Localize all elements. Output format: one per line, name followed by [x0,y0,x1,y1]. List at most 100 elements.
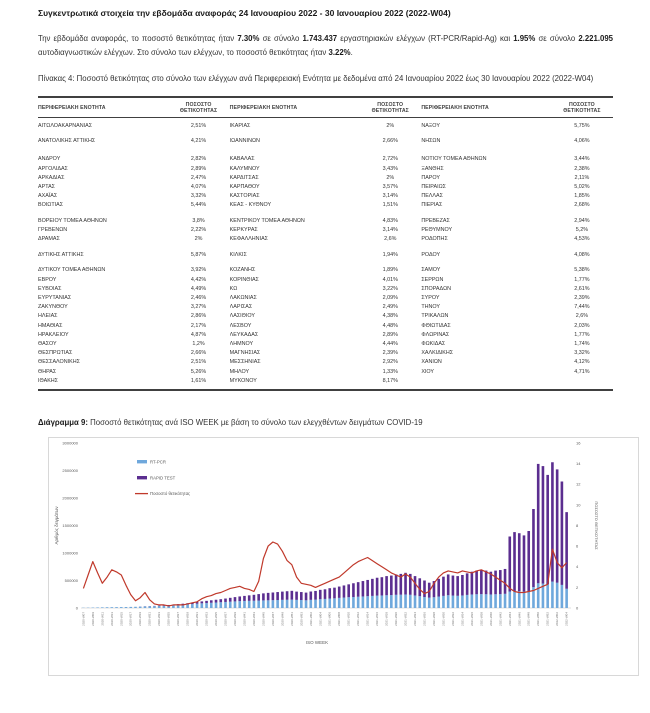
x-axis-tick-label: 2020-W41 [242,611,246,625]
positivity-cell: 1,94% [382,251,398,258]
region-cell: ΚΑΡΠΑΘΟΥ [229,183,260,190]
y-axis-left-tick: 2000000 [62,495,78,500]
positivity-cell: 2,22% [190,227,207,234]
y-axis-right-tick: 16 [576,440,581,445]
positivity-cell: 2,46% [190,295,207,302]
x-axis-tick-label: 2020-W17 [129,611,133,625]
legend [135,459,148,494]
positivity-cell: 2,09% [382,295,398,302]
x-axis-tick-label: 2021-W20 [394,611,398,625]
y-axis-left-tick: 500000 [65,578,79,583]
positivity-cell: 2,03% [574,322,590,329]
y-axis-left-tick: 3000000 [62,440,78,445]
x-axis-tick-label: 2020-W45 [261,611,265,625]
positivity-cell: 2,39% [574,295,590,302]
x-axis-tick-label: 2021-W46 [517,611,521,625]
x-axis-tick-label: 2021-W48 [527,611,531,625]
positivity-line [82,541,568,607]
chart-caption-text: Ποσοστό θετικότητας ανά ISO WEEK με βάση… [87,417,423,427]
summary-text: αυτοδιαγνωστικών ελέγχων. Στο σύνολο των… [38,48,329,57]
region-cell: ΑΧΑΪΑΣ [38,193,58,200]
positivity-cell: 4,71% [574,368,590,375]
x-axis-tick-label: 2021-W14 [366,611,370,625]
positivity-cell: 3,32% [190,193,207,200]
x-axis-tick-label: 2022-W02 [555,611,559,625]
region-cell: ΛΑΣΙΘΙΟΥ [229,313,255,320]
region-cell: ΠΑΡΟΥ [421,174,441,181]
regional-positivity-table: ΠΕΡΙΦΕΡΕΙΑΚΗ ΕΝΟΤΗΤΑ ΠΟΣΟΣΤΟ ΘΕΤΙΚΟΤΗΤΑΣ Π… [38,96,613,391]
positivity-cell: 3,22% [382,285,398,292]
x-axis-tick-label: 2020-W27 [176,611,180,625]
summary-text: σε σύνολο [535,34,579,43]
region-cell: ΡΕΘΥΜΝΟΥ [421,227,453,234]
positivity-cell: 5,26% [190,368,207,375]
region-cell: ΑΡΤΑΣ [38,183,56,190]
x-axis-tick-label: 2020-W15 [119,611,123,625]
summary-paragraph: Την εβδομάδα αναφοράς, το ποσοστό θετικό… [38,32,613,60]
region-cell: ΚΟΡΙΝΘΙΑΣ [229,276,259,283]
page-title: Συγκεντρωτικά στοιχεία την εβδομάδα αναφ… [38,8,451,18]
col-header-positivity: ΠΟΣΟΣΤΟ ΘΕΤΙΚΟΤΗΤΑΣ [550,97,613,118]
region-cell: ΜΗΛΟΥ [229,368,250,375]
positivity-cell: 2% [386,174,395,181]
positivity-cell: 3,14% [382,193,398,200]
region-cell: ΘΗΡΑΣ [38,368,57,375]
positivity-cell: 5,87% [190,251,207,258]
region-cell: ΣΥΡΟΥ [421,295,440,302]
table-row: ΙΘΑΚΗΣ 1,61% ΜΥΚΟΝΟΥ 8,17% [38,376,613,390]
region-cell: ΣΑΜΟΥ [421,267,441,274]
positivity-cell: 4,38% [382,313,398,320]
region-cell: ΑΙΤΩΛΟΑΚΑΡΝΑΝΙΑΣ [38,122,93,129]
region-cell: ΛΑΡΙΣΑΣ [229,304,253,311]
table-row: ΑΡΤΑΣ 4,07% ΚΑΡΠΑΘΟΥ 3,57% ΠΕΙΡΑΙΩΣ 5,02% [38,182,613,191]
positivity-cell: 4,08% [574,251,590,258]
x-axis-tick-label: 2020-W07 [81,611,85,625]
x-axis-tick-label: 2020-W25 [167,611,171,625]
region-cell: ΧΙΟΥ [421,368,435,375]
positivity-cell: 4,53% [574,236,590,243]
positivity-cell: 2% [386,122,395,129]
region-cell: ΑΝΑΤΟΛΙΚΗΣ ΑΤΤΙΚΗΣ [38,137,96,144]
x-axis-tick-label: 2020-W29 [186,611,190,625]
positivity-cell: 2,38% [574,165,590,172]
region-cell: ΞΑΝΘΗΣ [421,165,444,172]
positivity-cell: 2,39% [382,350,398,357]
region-cell: ΤΡΙΚΑΛΩΝ [421,313,449,320]
region-cell: ΚΕΑΣ - ΚΥΘΝΟΥ [229,202,272,209]
positivity-cell: 1,89% [382,267,398,274]
x-axis-tick-label: 2021-W30 [441,611,445,625]
region-cell: ΘΑΣΟΥ [38,340,57,347]
table-row: ΔΥΤΙΚΗΣ ΑΤΤΙΚΗΣ 5,87% ΚΙΛΚΙΣ 1,94% ΡΟΔΟΥ 4,08… [38,244,613,260]
table-row: ΑΝΑΤΟΛΙΚΗΣ ΑΤΤΙΚΗΣ 4,21% ΙΩΑΝΝΙΝΩΝ 2,66% ΝΗΣ… [38,133,613,148]
y-axis-right-tick: 0 [576,605,579,610]
region-cell: ΧΑΛΚΙΔΙΚΗΣ [421,350,454,357]
region-cell: ΣΕΡΡΩΝ [421,276,444,283]
positivity-cell: 4,06% [574,137,590,144]
positivity-cell: 2,11% [574,174,590,181]
summary-text: . [350,48,353,57]
positivity-cell: 2,66% [190,350,207,357]
y-axis-left-title: Αριθμός δειγμάτων [53,505,59,544]
summary-value: 1.743.437 [302,34,338,43]
positivity-cell: 2,82% [190,156,207,163]
positivity-cell: 1,33% [382,368,398,375]
x-axis-tick-label: 2020-W31 [195,611,199,625]
table-row: ΒΟΡΕΙΟΥ ΤΟΜΕΑ ΑΘΗΝΩΝ 3,8% ΚΕΝΤΡΙΚΟΥ ΤΟΜΕΑ … [38,210,613,226]
region-cell: ΚΕΦΑΛΛΗΝΙΑΣ [229,236,269,243]
positivity-cell: 3,43% [382,165,398,172]
x-axis-tick-label: 2021-W06 [328,611,332,625]
positivity-cell: 2,17% [190,322,207,329]
region-cell: ΧΑΝΙΩΝ [421,359,442,366]
y-axis-left-tick: 1500000 [62,523,78,528]
region-cell: ΗΜΑΘΙΑΣ [38,322,63,329]
region-cell: ΛΑΚΩΝΙΑΣ [229,295,257,302]
positivity-cell: 7,44% [574,304,590,311]
x-axis-tick-label: 2020-W37 [224,611,228,625]
region-cell: ΓΡΕΒΕΝΩΝ [38,227,68,234]
y-axis-right-tick: 14 [576,461,581,466]
table-row: ΗΜΑΘΙΑΣ 2,17% ΛΕΣΒΟΥ 4,48% ΦΘΙΩΤΙΔΑΣ 2,03% [38,321,613,330]
summary-value: 2.221.095 [578,34,613,43]
x-axis-tick-label: 2020-W51 [290,611,294,625]
positivity-cell: 2,89% [382,331,398,338]
